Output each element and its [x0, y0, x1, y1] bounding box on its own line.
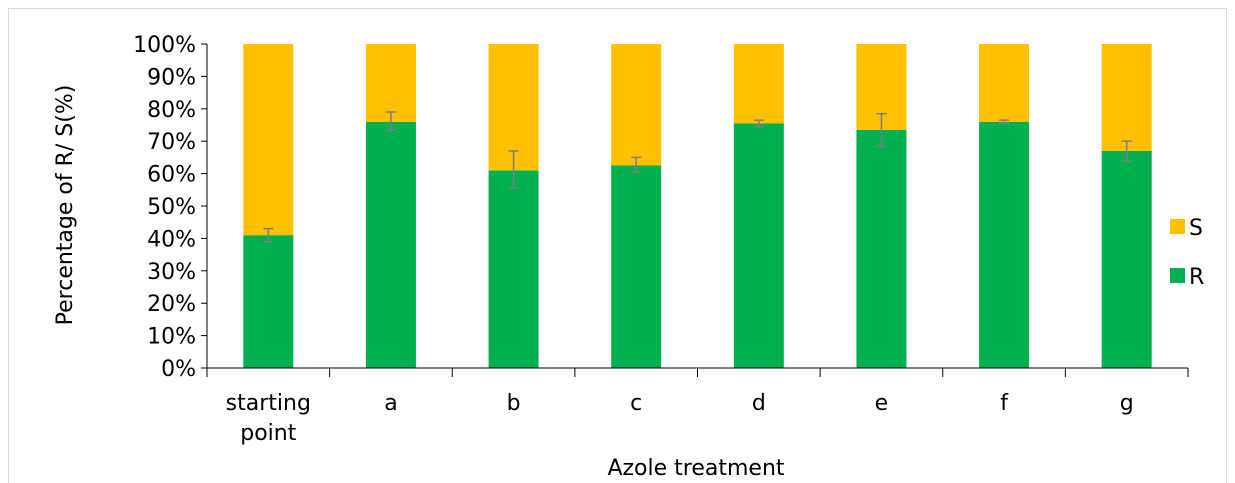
- bar-r-7: [1101, 150, 1152, 368]
- y-tick-label-0: 0%: [161, 357, 196, 382]
- y-tick-label-9: 90%: [147, 65, 196, 90]
- legend-swatch-r: [1170, 268, 1185, 283]
- legend: SR: [1170, 216, 1204, 290]
- y-tick-label-3: 30%: [147, 260, 196, 285]
- bar-s-7: [1101, 44, 1152, 151]
- x-category-label-7: g: [1120, 391, 1134, 416]
- x-category-label-0-line-0: starting: [226, 391, 311, 416]
- y-tick-label-6: 60%: [147, 163, 196, 188]
- bar-s-1: [365, 44, 416, 122]
- legend-swatch-s: [1170, 219, 1185, 234]
- legend-label-s: S: [1189, 216, 1203, 241]
- bar-r-5: [856, 129, 907, 368]
- x-category-label-1: a: [384, 391, 397, 416]
- error-bars-layer: [263, 111, 1132, 243]
- y-tick-label-1: 10%: [147, 325, 196, 350]
- bar-s-3: [611, 44, 662, 166]
- x-category-label-5: e: [875, 391, 889, 416]
- legend-label-r: R: [1189, 265, 1204, 290]
- y-tick-label-4: 40%: [147, 227, 196, 252]
- y-tick-label-5: 50%: [147, 195, 196, 220]
- y-tick-label-7: 70%: [147, 130, 196, 155]
- y-tick-label-8: 80%: [147, 98, 196, 123]
- bar-r-4: [733, 123, 784, 368]
- bar-r-2: [488, 170, 539, 368]
- y-tick-label-10: 100%: [133, 33, 196, 58]
- y-axis-title: Percentage of R/ S(%): [53, 85, 78, 326]
- bar-r-0: [243, 235, 294, 368]
- x-category-labels: starting point a b c d e f g: [226, 391, 1134, 446]
- bars-layer: [243, 44, 1152, 368]
- x-category-label-3: c: [630, 391, 642, 416]
- x-axis-title: Azole treatment: [607, 456, 784, 481]
- y-tick-labels: 0% 10% 20% 30% 40% 50% 60% 70% 80% 90% 100%: [133, 33, 196, 382]
- bar-s-0: [243, 44, 294, 236]
- bar-r-1: [365, 121, 416, 368]
- x-category-label-2: b: [507, 391, 521, 416]
- bar-r-3: [611, 165, 662, 368]
- bar-r-6: [979, 121, 1030, 368]
- bar-s-2: [488, 44, 539, 171]
- bar-s-4: [733, 44, 784, 124]
- x-category-label-4: d: [752, 391, 766, 416]
- axes-layer: [201, 43, 1189, 377]
- bar-s-6: [979, 44, 1030, 122]
- y-tick-label-2: 20%: [147, 292, 196, 317]
- x-category-label-6: f: [1000, 391, 1009, 416]
- x-category-label-0-line-1: point: [240, 421, 296, 446]
